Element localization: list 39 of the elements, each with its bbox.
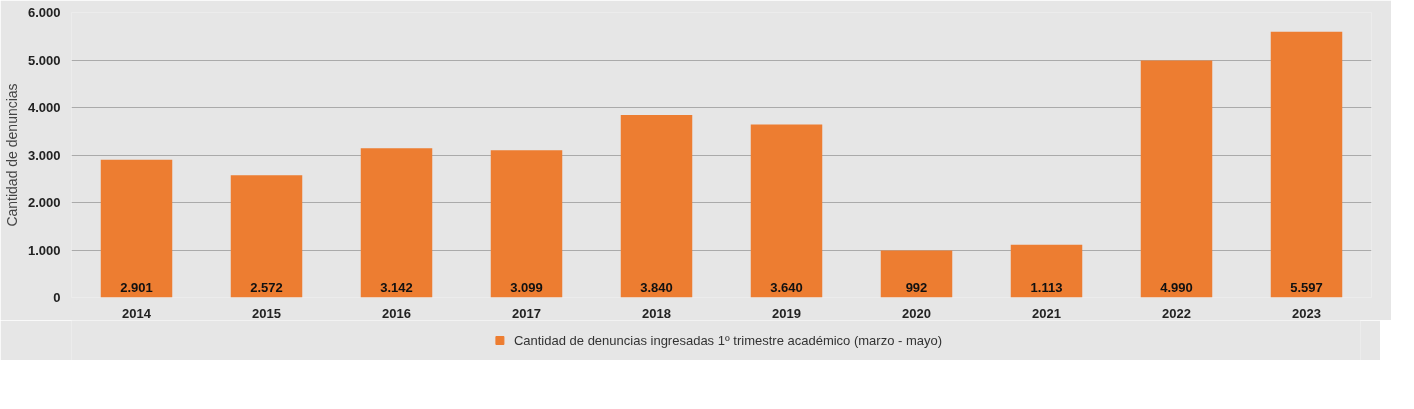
y-tick-label: 4.000 [27,100,61,115]
bar [100,159,173,298]
text: 1.113 [1030,279,1063,295]
y-tick-label: 6.000 [27,5,61,20]
text: 3.142 [380,279,413,295]
x-tick-label: 2018 [642,305,671,321]
x-tick-label: 2023 [1292,305,1321,321]
x-tick-label: 2022 [1162,305,1191,321]
x-tick-label: 2019 [772,305,801,321]
y-tick-label: 1.000 [27,242,61,258]
text: 2.572 [250,279,283,295]
text: 3.840 [640,279,673,295]
bar [750,124,823,298]
text: 5.597 [1290,279,1323,295]
x-tick-label: 2017 [512,305,541,321]
bar [1270,31,1343,298]
text: 2.901 [120,279,153,295]
bar [230,175,303,298]
bar [1010,244,1083,298]
x-tick-label: 2016 [382,305,411,321]
x-tick-label: 2020 [902,305,931,321]
y-tick-label: 3.000 [27,147,61,163]
y-axis-title: Cantidad de denuncias [3,83,20,227]
x-tick-label: 2015 [252,305,281,321]
y-tick-label: 0 [53,290,61,305]
bar [1140,60,1213,298]
text: 4.990 [1160,279,1193,295]
text: 992 [905,279,928,295]
y-tick-label: 5.000 [27,52,61,68]
text: 3.640 [770,279,803,295]
bar [620,115,693,298]
text: 3.099 [510,279,543,295]
bar [360,148,433,298]
legend-label: Cantidad de denuncias ingresadas 1º trimestre académico (marzo - mayo) [513,332,943,348]
bar [490,150,563,298]
y-tick-label: 2.000 [27,195,61,210]
bar [880,250,953,298]
x-tick-label: 2014 [122,305,152,321]
x-tick-label: 2021 [1032,305,1061,321]
